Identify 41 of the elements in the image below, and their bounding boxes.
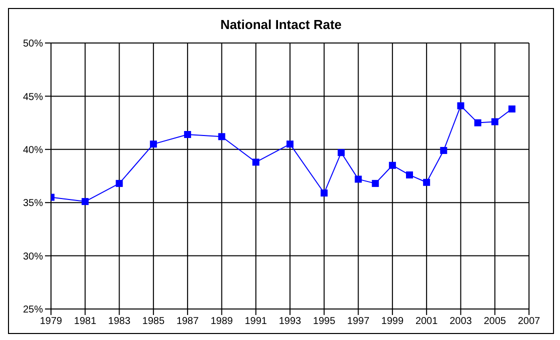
x-tick-label: 1997: [347, 316, 370, 328]
y-tick-label: 50%: [22, 38, 44, 50]
x-tick-label: 1999: [381, 316, 404, 328]
x-tick-label: 1991: [244, 316, 268, 328]
point: [184, 131, 192, 138]
y-tick-label: 25%: [22, 304, 44, 316]
x-tick-label: 2005: [484, 316, 506, 328]
point: [338, 149, 345, 156]
point: [320, 190, 328, 197]
chart-title: National Intact Rate: [219, 16, 343, 34]
point: [508, 105, 516, 112]
x-tick-label: 1987: [176, 316, 200, 328]
x-tick-label: 1981: [74, 316, 97, 328]
x-tick-label: 2001: [415, 316, 438, 328]
y-tick-label: 35%: [22, 198, 44, 210]
y-tick-label: 30%: [22, 251, 44, 262]
point: [218, 133, 226, 140]
x-tick-label: 1985: [142, 316, 165, 328]
point: [150, 140, 157, 148]
y-tick-label: 45%: [22, 92, 44, 103]
point: [457, 102, 464, 110]
point: [286, 140, 294, 148]
point: [440, 146, 448, 154]
point: [406, 171, 413, 178]
x-tick-label: 2003: [450, 316, 472, 328]
point: [388, 162, 396, 169]
x-tick-label: 1993: [278, 316, 302, 328]
point: [372, 180, 379, 187]
point: [423, 178, 430, 186]
point: [252, 158, 260, 166]
point: [354, 176, 362, 183]
x-tick-label: 2007: [518, 316, 541, 328]
point: [474, 119, 482, 126]
x-tick-label: 1979: [40, 316, 63, 328]
point: [116, 180, 123, 187]
x-tick-label: 1995: [313, 316, 336, 328]
x-tick-label: 1989: [210, 316, 234, 328]
x-tick-label: 1983: [108, 316, 131, 328]
y-tick-label: 40%: [22, 144, 44, 156]
point: [491, 118, 498, 126]
point: [82, 198, 89, 206]
